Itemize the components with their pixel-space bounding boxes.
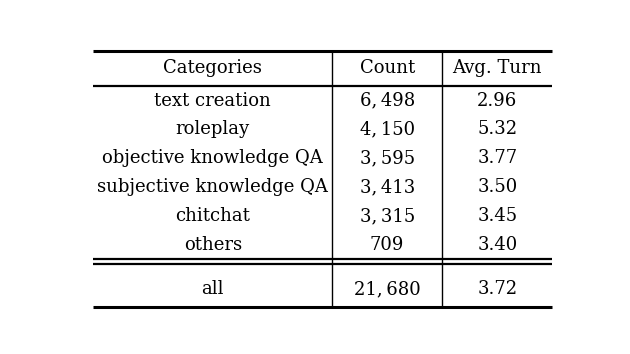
Text: 709: 709 [370,236,404,254]
Text: 3, 595: 3, 595 [360,149,415,167]
Text: 3.77: 3.77 [477,149,517,167]
Text: roleplay: roleplay [176,120,249,138]
Text: 5.32: 5.32 [477,120,517,138]
Text: all: all [202,280,224,298]
Text: Avg. Turn: Avg. Turn [452,59,542,78]
Text: 4, 150: 4, 150 [360,120,415,138]
Text: 21, 680: 21, 680 [354,280,420,298]
Text: 6, 498: 6, 498 [360,92,415,109]
Text: subjective knowledge QA: subjective knowledge QA [97,178,328,196]
Text: 3.45: 3.45 [477,207,517,225]
Text: Count: Count [360,59,415,78]
Text: 3, 413: 3, 413 [360,178,415,196]
Text: text creation: text creation [154,92,271,109]
Text: chitchat: chitchat [175,207,250,225]
Text: Categories: Categories [163,59,262,78]
Text: 3.72: 3.72 [477,280,517,298]
Text: 2.96: 2.96 [477,92,517,109]
Text: 3, 315: 3, 315 [360,207,415,225]
Text: others: others [184,236,242,254]
Text: 3.40: 3.40 [477,236,517,254]
Text: objective knowledge QA: objective knowledge QA [102,149,323,167]
Text: 3.50: 3.50 [477,178,517,196]
